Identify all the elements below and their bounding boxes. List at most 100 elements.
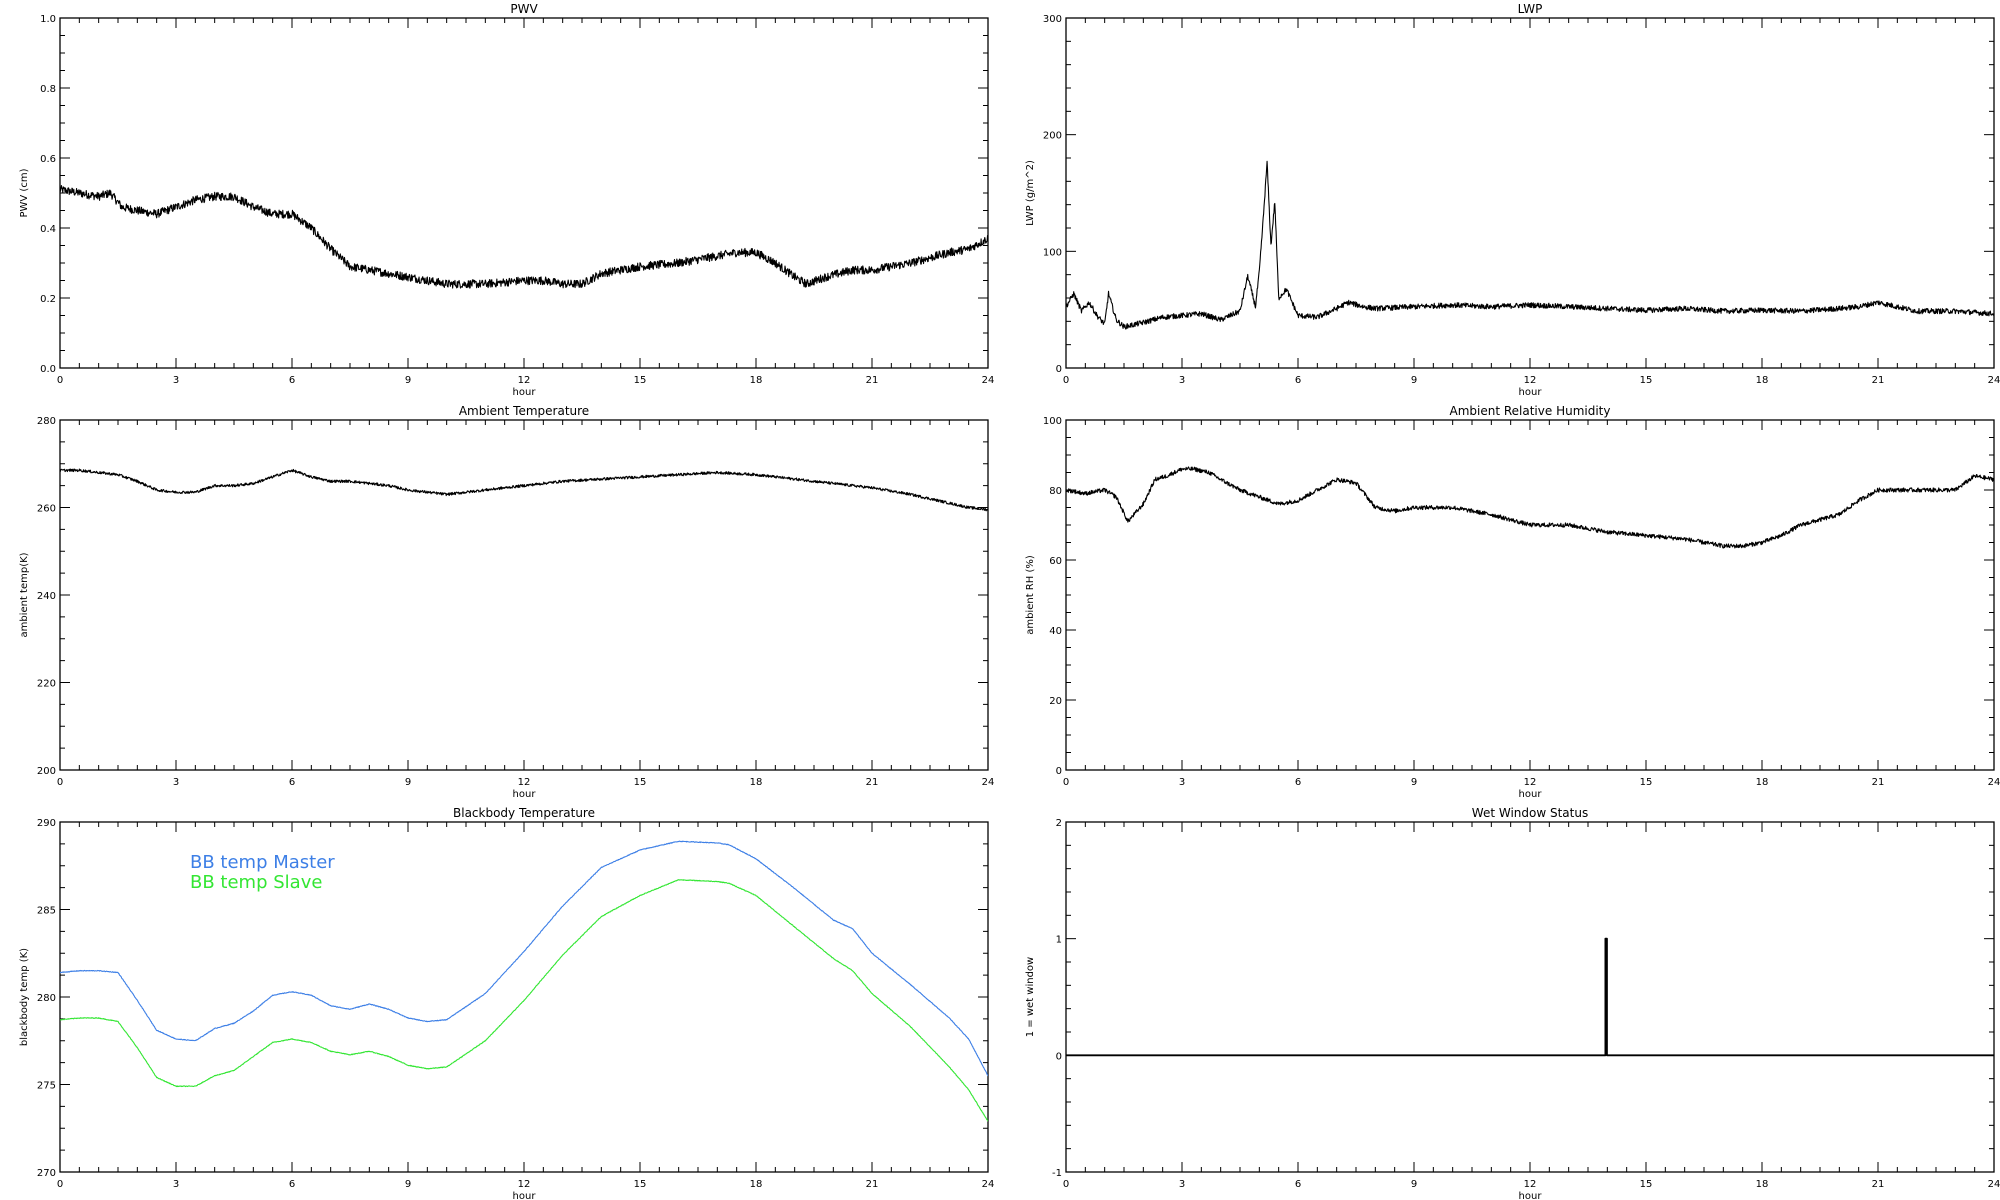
x-tick-label: 18 <box>1756 777 1769 788</box>
x-tick-label: 24 <box>1988 375 2000 386</box>
x-tick-label: 9 <box>405 777 411 788</box>
x-tick-label: 15 <box>1640 375 1653 386</box>
x-axis-label: hour <box>513 789 537 800</box>
x-tick-label: 21 <box>866 777 879 788</box>
y-tick-label: 0.2 <box>40 294 56 305</box>
chart-panel-1: 0 3 6 9 12 15 18 21 24 0.0 0.2 0.4 0.6 0.8 1.0 PWV hour P… <box>19 2 994 398</box>
x-tick-label: 21 <box>1872 375 1885 386</box>
x-tick-label: 12 <box>518 375 531 386</box>
x-tick-label: 15 <box>1640 1179 1653 1190</box>
x-tick-label: 12 <box>518 1179 531 1190</box>
legend-entry: BB temp Master <box>190 852 335 873</box>
x-tick-label: 9 <box>405 375 411 386</box>
chart-title: Wet Window Status <box>1472 806 1588 820</box>
x-tick-label: 18 <box>750 375 763 386</box>
x-axis-label: hour <box>1519 789 1543 800</box>
y-tick-label: 60 <box>1049 556 1062 567</box>
y-tick-label: 0 <box>1056 364 1062 375</box>
x-tick-label: 9 <box>405 1179 411 1190</box>
x-axis-label: hour <box>513 1191 537 1200</box>
x-tick-label: 18 <box>1756 1179 1769 1190</box>
x-axis-label: hour <box>1519 1191 1543 1200</box>
x-tick-label: 0 <box>1063 777 1069 788</box>
y-axis-label: blackbody temp (K) <box>19 948 30 1046</box>
y-tick-label: 0.6 <box>40 154 56 165</box>
y-tick-label: 270 <box>37 1168 56 1179</box>
x-tick-label: 0 <box>57 1179 63 1190</box>
x-tick-label: 12 <box>518 777 531 788</box>
y-tick-label: 40 <box>1049 626 1062 637</box>
chart-panel-3: 0 3 6 9 12 15 18 21 24 200 220 240 260 280 Ambient Tem… <box>19 404 994 800</box>
chart-panel-2: 0 3 6 9 12 15 18 21 24 0 100 200 300 LWP hour LWP (g/m^… <box>1025 2 2000 398</box>
y-tick-label: 100 <box>1043 416 1062 427</box>
chart-title: Blackbody Temperature <box>453 806 595 820</box>
x-tick-label: 3 <box>173 375 179 386</box>
x-tick-label: 0 <box>1063 375 1069 386</box>
y-tick-label: 275 <box>37 1081 56 1092</box>
y-tick-label: 1.0 <box>40 14 56 25</box>
x-axis-label: hour <box>513 387 537 398</box>
series-line-1 <box>1066 160 1994 330</box>
chart-title: Ambient Relative Humidity <box>1450 404 1611 418</box>
series-line-1 <box>1066 466 1994 549</box>
y-tick-label: 80 <box>1049 486 1062 497</box>
x-tick-label: 24 <box>982 1179 995 1190</box>
x-tick-label: 6 <box>1295 777 1301 788</box>
y-tick-label: 0.8 <box>40 84 56 95</box>
x-tick-label: 12 <box>1524 777 1537 788</box>
x-tick-label: 9 <box>1411 777 1417 788</box>
y-tick-label: 290 <box>37 818 56 829</box>
x-tick-label: 6 <box>289 1179 295 1190</box>
x-tick-label: 0 <box>57 375 63 386</box>
y-tick-label: 100 <box>1043 247 1062 258</box>
y-tick-label: 200 <box>1043 131 1062 142</box>
y-tick-label: 1 <box>1056 935 1062 946</box>
y-tick-label: 280 <box>37 993 56 1004</box>
y-tick-label: -1 <box>1052 1168 1062 1179</box>
x-tick-label: 15 <box>634 777 647 788</box>
chart-panel-5: 0 3 6 9 12 15 18 21 24 270 275 280 285 290 Blackbody T… <box>19 806 994 1200</box>
x-tick-label: 24 <box>982 375 995 386</box>
y-tick-label: 200 <box>37 766 56 777</box>
y-tick-label: 220 <box>37 679 56 690</box>
y-axis-label: ambient temp(K) <box>19 552 30 637</box>
y-tick-label: 285 <box>37 906 56 917</box>
x-tick-label: 12 <box>1524 375 1537 386</box>
y-tick-label: 0.0 <box>40 364 56 375</box>
x-tick-label: 3 <box>1179 375 1185 386</box>
x-tick-label: 15 <box>634 1179 647 1190</box>
x-tick-label: 18 <box>750 777 763 788</box>
x-tick-label: 3 <box>173 1179 179 1190</box>
x-tick-label: 0 <box>57 777 63 788</box>
x-tick-label: 0 <box>1063 1179 1069 1190</box>
series-line-1 <box>60 840 988 1077</box>
x-tick-label: 18 <box>750 1179 763 1190</box>
chart-title: Ambient Temperature <box>459 404 589 418</box>
y-tick-label: 300 <box>1043 14 1062 25</box>
x-axis-label: hour <box>1519 387 1543 398</box>
x-tick-label: 12 <box>1524 1179 1537 1190</box>
x-tick-label: 6 <box>1295 1179 1301 1190</box>
chart-title: LWP <box>1518 2 1543 16</box>
y-tick-label: 2 <box>1056 818 1062 829</box>
series-line-1 <box>60 185 988 289</box>
y-tick-label: 0.4 <box>40 224 56 235</box>
chart-panel-4: 0 3 6 9 12 15 18 21 24 0 20 40 60 80 100 Ambient Relati… <box>1025 404 2000 800</box>
y-axis-label: ambient RH (%) <box>1025 555 1036 635</box>
y-tick-label: 0 <box>1056 766 1062 777</box>
x-tick-label: 3 <box>1179 1179 1185 1190</box>
series-line-1 <box>1066 937 1994 1057</box>
x-tick-label: 15 <box>634 375 647 386</box>
y-tick-label: 0 <box>1056 1051 1062 1062</box>
y-axis-label: PWV (cm) <box>19 168 30 217</box>
x-tick-label: 21 <box>1872 1179 1885 1190</box>
x-tick-label: 6 <box>289 777 295 788</box>
y-tick-label: 240 <box>37 591 56 602</box>
x-tick-label: 24 <box>982 777 995 788</box>
x-tick-label: 3 <box>1179 777 1185 788</box>
x-tick-label: 9 <box>1411 375 1417 386</box>
legend-entry: BB temp Slave <box>190 872 322 893</box>
series-line-1 <box>60 468 988 512</box>
